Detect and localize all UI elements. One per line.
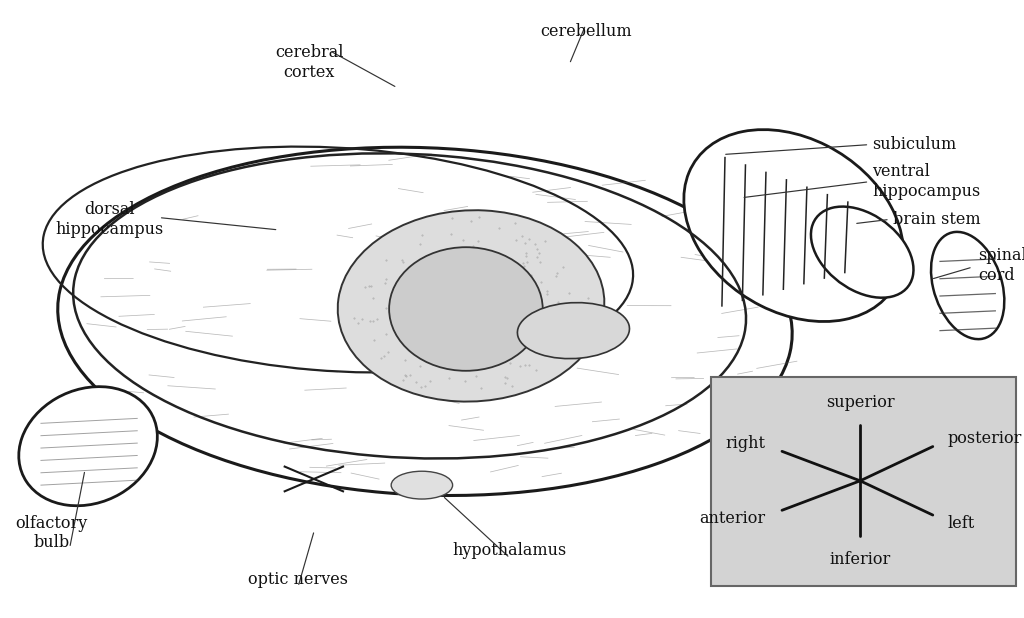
- Ellipse shape: [391, 471, 453, 499]
- Ellipse shape: [931, 232, 1005, 339]
- Text: posterior: posterior: [947, 430, 1022, 447]
- Text: left: left: [947, 515, 975, 531]
- Text: optic nerves: optic nerves: [248, 571, 348, 588]
- Text: inferior: inferior: [829, 551, 891, 568]
- Text: anterior: anterior: [699, 510, 766, 527]
- Text: brain stem: brain stem: [893, 211, 981, 228]
- Text: ventral
hippocampus: ventral hippocampus: [872, 163, 981, 200]
- Text: superior: superior: [825, 394, 895, 411]
- Ellipse shape: [517, 303, 630, 358]
- Text: olfactory
bulb: olfactory bulb: [15, 515, 87, 551]
- Text: subiculum: subiculum: [872, 136, 956, 153]
- Ellipse shape: [811, 206, 913, 298]
- Text: cerebellum: cerebellum: [540, 23, 632, 41]
- Text: right: right: [726, 435, 766, 452]
- Text: spinal
cord: spinal cord: [978, 247, 1024, 284]
- Ellipse shape: [57, 147, 793, 496]
- Ellipse shape: [684, 130, 903, 321]
- Ellipse shape: [338, 210, 604, 402]
- FancyBboxPatch shape: [711, 377, 1016, 586]
- Ellipse shape: [389, 247, 543, 371]
- Text: cerebral
cortex: cerebral cortex: [275, 44, 343, 81]
- Text: hypothalamus: hypothalamus: [453, 542, 567, 559]
- Text: dorsal
hippocampus: dorsal hippocampus: [55, 201, 164, 238]
- Ellipse shape: [18, 387, 158, 506]
